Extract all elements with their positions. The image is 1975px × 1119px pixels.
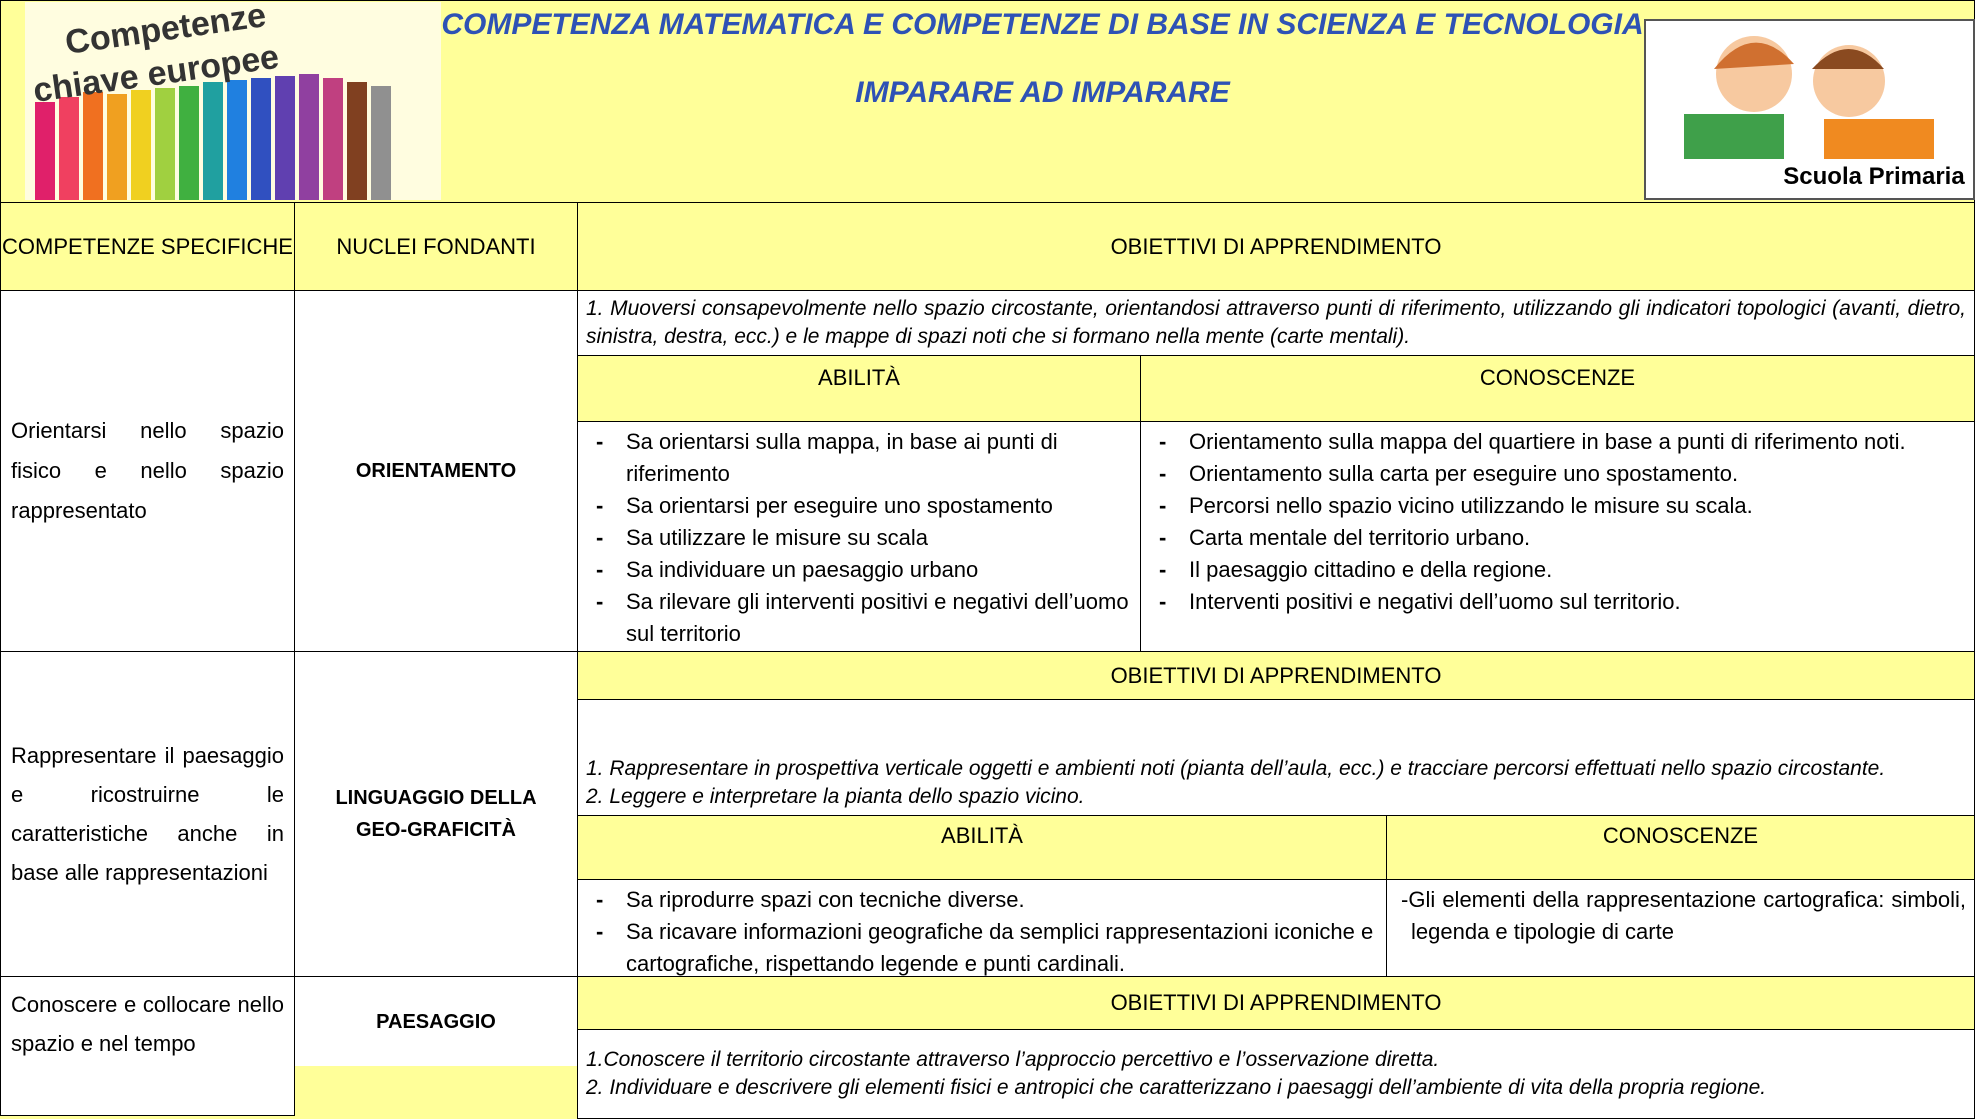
nucleo: ORIENTAMENTO — [294, 290, 578, 652]
item-text: Interventi positivi e negativi dell’uomo… — [1189, 589, 1681, 614]
badge-image: Scuola Primaria — [1644, 19, 1975, 200]
column-header: COMPETENZE SPECIFICHE — [0, 202, 295, 291]
list-item: - Sa rilevare gli interventi positivi e n… — [578, 586, 1140, 650]
objective: 1.Conoscere il territorio circostante at… — [586, 1048, 1440, 1071]
objectives: 1. Muoversi consapevolmente nello spazio… — [577, 290, 1975, 356]
competenza: Rappresentare il paesaggio e ricostruirn… — [11, 743, 284, 885]
bullet: - — [1159, 461, 1167, 486]
subtitle: IMPARARE AD IMPARARE — [855, 76, 1230, 109]
pencils — [35, 74, 391, 200]
logo: Competenze chiave europee — [25, 2, 441, 200]
bullet: - — [1159, 557, 1167, 582]
list-item: - Orientamento sulla carta per eseguire u… — [1141, 458, 1974, 490]
competenza: Conoscere e collocare nello spazio e nel… — [11, 992, 284, 1056]
item-text: -Gli elementi della rappresentazione car… — [1401, 887, 1966, 944]
conoscenze-heading: CONOSCENZE — [1386, 815, 1975, 880]
competenza: Orientarsi nello spazio fisico e nello s… — [11, 418, 284, 523]
list-item: - Interventi positivi e negativi dell’uom… — [1141, 586, 1974, 618]
list-item: - Percorsi nello spazio vicino utilizzand… — [1141, 490, 1974, 522]
badge-text: Scuola Primaria — [1783, 163, 1965, 190]
bullet: - — [596, 919, 604, 944]
item-text: Sa individuare un paesaggio urbano — [626, 557, 979, 582]
objective: 2. Leggere e interpretare la pianta dell… — [586, 785, 1085, 808]
list-item: - Sa orientarsi per eseguire uno spostame… — [578, 490, 1140, 522]
objective: 2. Individuare e descrivere gli elementi… — [586, 1076, 1767, 1099]
nucleo: LINGUAGGIO DELLA GEO-GRAFICITÀ — [294, 651, 578, 977]
item-text: Sa orientarsi per eseguire uno spostamen… — [626, 493, 1053, 518]
list-item: - Sa utilizzare le misure su scala — [578, 522, 1140, 554]
column-header: OBIETTIVI DI APPRENDIMENTO — [577, 202, 1975, 291]
bullet: - — [596, 887, 604, 912]
list-item: - Sa ricavare informazioni geografiche da… — [578, 916, 1386, 976]
bullet: - — [596, 429, 604, 454]
list-item: - Il paesaggio cittadino e della regione. — [1141, 554, 1974, 586]
competenza-cell: Conoscere e collocare nello spazio e nel… — [0, 976, 295, 1116]
conoscenze-list: -Gli elementi della rappresentazione car… — [1386, 879, 1975, 977]
title: COMPETENZA MATEMATICA E COMPETENZE DI BA… — [441, 8, 1644, 41]
conoscenze-heading: CONOSCENZE — [1140, 355, 1975, 422]
item-text: Sa riprodurre spazi con tecniche diverse… — [626, 887, 1025, 912]
bullet: - — [1159, 525, 1167, 550]
list-item: - Sa individuare un paesaggio urbano — [578, 554, 1140, 586]
item-text: Orientamento sulla carta per eseguire un… — [1189, 461, 1739, 486]
objectives: 1.Conoscere il territorio circostante at… — [577, 1029, 1975, 1119]
item-text: Il paesaggio cittadino e della regione. — [1189, 557, 1553, 582]
item-text: Sa utilizzare le misure su scala — [626, 525, 929, 550]
abilita-list: - Sa riprodurre spazi con tecniche divers… — [577, 879, 1387, 977]
competenza-cell: Rappresentare il paesaggio e ricostruirn… — [0, 651, 295, 977]
item-text: Carta mentale del territorio urbano. — [1189, 525, 1531, 550]
bullet: - — [1159, 589, 1167, 614]
bullet: - — [1159, 493, 1167, 518]
bullet: - — [596, 493, 604, 518]
bullet: - — [1159, 429, 1167, 454]
competenza-cell: Orientarsi nello spazio fisico e nello s… — [0, 290, 295, 652]
item-text: Sa orientarsi sulla mappa, in base ai pu… — [626, 429, 1058, 486]
objectives-heading: OBIETTIVI DI APPRENDIMENTO — [577, 651, 1975, 700]
item-text: Sa rilevare gli interventi positivi e ne… — [626, 589, 1129, 646]
abilita-heading: ABILITÀ — [577, 355, 1141, 422]
column-header: NUCLEI FONDANTI — [294, 202, 578, 291]
list-item: - Sa riprodurre spazi con tecniche divers… — [578, 884, 1386, 916]
nucleo: PAESAGGIO — [294, 976, 578, 1066]
list-item: - Orientamento sulla mappa del quartiere … — [1141, 426, 1974, 458]
item-text: Orientamento sulla mappa del quartiere i… — [1189, 429, 1906, 454]
list-item: - Carta mentale del territorio urbano. — [1141, 522, 1974, 554]
list-item: - Sa orientarsi sulla mappa, in base ai p… — [578, 426, 1140, 490]
abilita-list: - Sa orientarsi sulla mappa, in base ai p… — [577, 421, 1141, 652]
item-text: Percorsi nello spazio vicino utilizzando… — [1189, 493, 1753, 518]
conoscenze-list: - Orientamento sulla mappa del quartiere … — [1140, 421, 1975, 652]
bullet: - — [596, 557, 604, 582]
abilita-heading: ABILITÀ — [577, 815, 1387, 880]
item-text: Sa ricavare informazioni geografiche da … — [626, 919, 1374, 976]
objectives: 1. Rappresentare in prospettiva vertical… — [577, 699, 1975, 816]
list-item: -Gli elementi della rappresentazione car… — [1387, 884, 1974, 948]
objective: 1. Muoversi consapevolmente nello spazio… — [586, 297, 1966, 348]
objectives-heading: OBIETTIVI DI APPRENDIMENTO — [577, 976, 1975, 1030]
bullet: - — [596, 589, 604, 614]
bullet: - — [596, 525, 604, 550]
objective: 1. Rappresentare in prospettiva vertical… — [586, 757, 1886, 780]
